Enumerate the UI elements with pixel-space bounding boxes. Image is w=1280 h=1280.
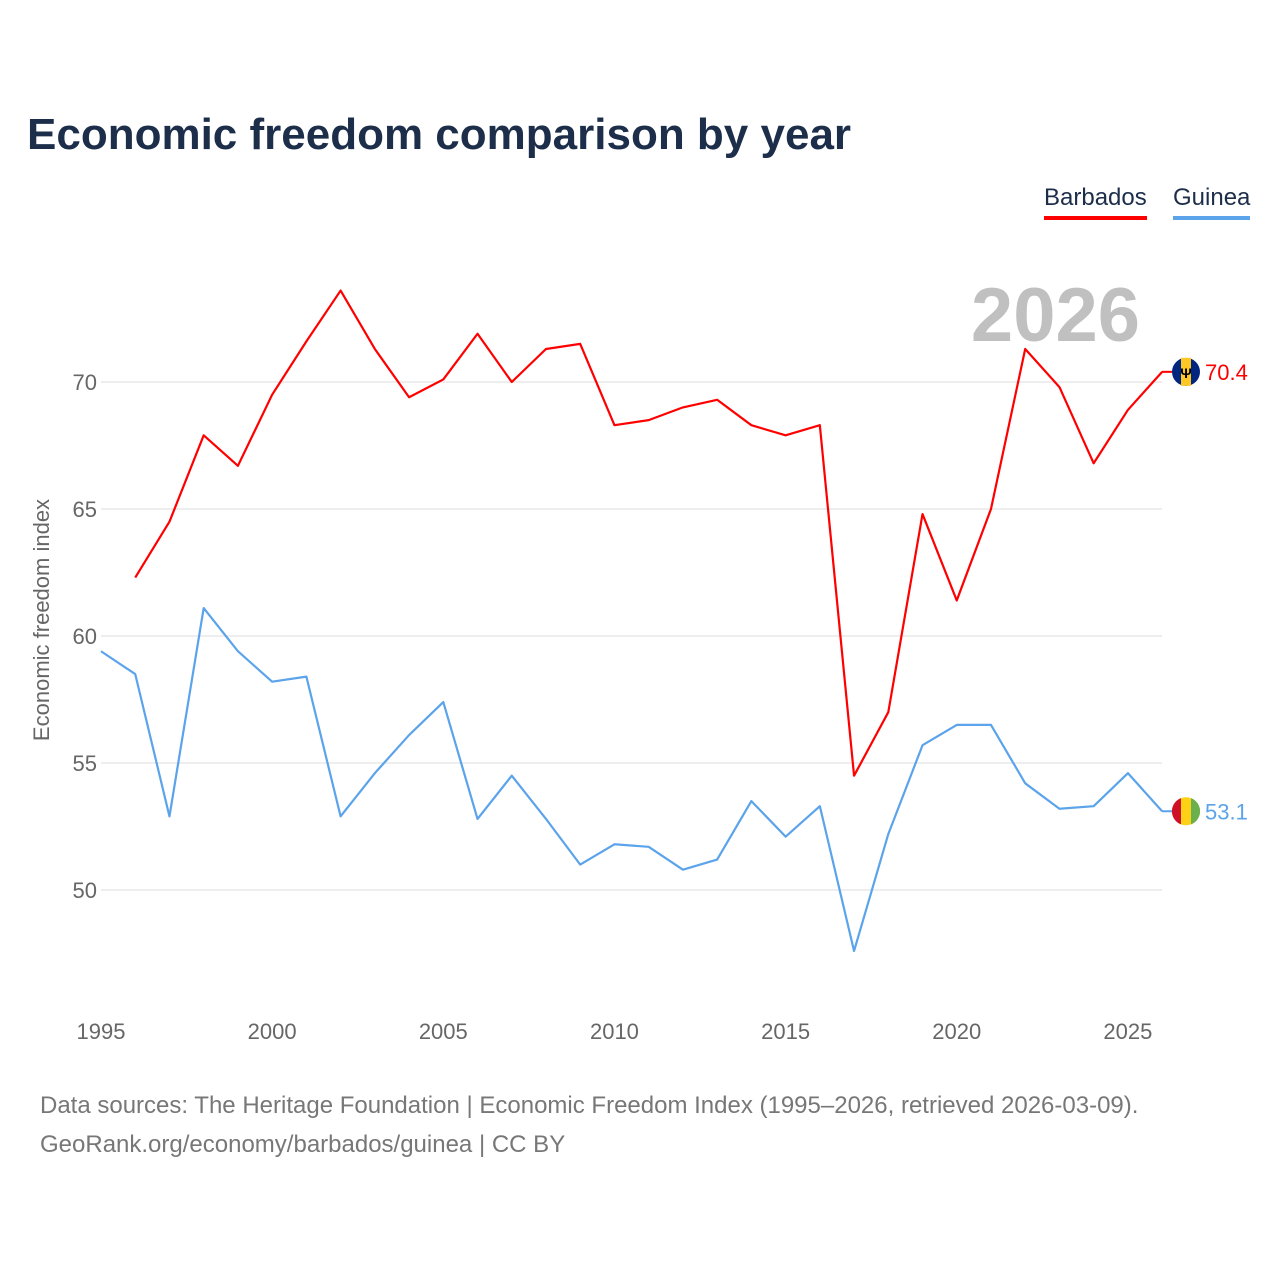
- year-watermark: 2026: [971, 273, 1140, 358]
- y-tick-label: 70: [73, 370, 97, 395]
- x-tick-label: 2000: [248, 1019, 297, 1044]
- source-line-2: GeoRank.org/economy/barbados/guinea | CC…: [40, 1131, 566, 1158]
- end-value-label: 70.4: [1205, 360, 1248, 385]
- legend-guinea[interactable]: Guinea: [1173, 184, 1251, 220]
- x-tick-label: 2005: [419, 1019, 468, 1044]
- series-line-guinea: [100, 606, 1163, 953]
- y-tick-label: 60: [73, 624, 97, 649]
- trident-icon: Ψ: [1180, 365, 1191, 381]
- end-value-label: 53.1: [1205, 799, 1248, 824]
- source-note: Data sources: The Heritage Foundation | …: [40, 1086, 1138, 1164]
- y-tick-label: 50: [73, 878, 97, 903]
- x-tick-label: 1995: [77, 1019, 126, 1044]
- chart-title: Economic freedom comparison by year: [27, 110, 852, 159]
- guinea-flag-red: [1171, 798, 1181, 825]
- source-line-1: Data sources: The Heritage Foundation | …: [40, 1092, 1139, 1119]
- y-tick-label: 55: [73, 751, 97, 776]
- guinea-flag-green: [1191, 798, 1201, 825]
- legend-barbados[interactable]: Barbados: [1044, 184, 1147, 220]
- barbados-flag-stripe: [1181, 357, 1191, 386]
- x-tick-label: 2015: [761, 1019, 810, 1044]
- x-tick-label: 2025: [1103, 1019, 1152, 1044]
- x-tick-label: 2020: [932, 1019, 981, 1044]
- series-line-barbados: [134, 289, 1163, 777]
- x-tick-label: 2010: [590, 1019, 639, 1044]
- y-tick-label: 65: [73, 497, 97, 522]
